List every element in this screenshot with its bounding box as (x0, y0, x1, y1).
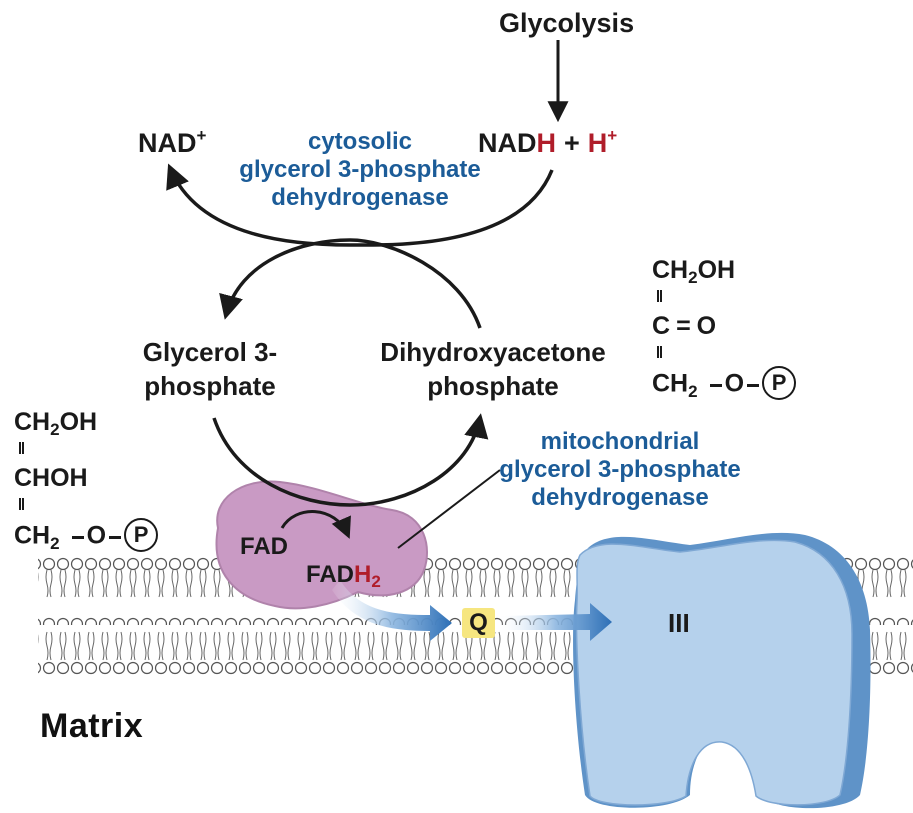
g3p-r3sub: 2 (50, 533, 60, 553)
mito-enzyme-shape (215, 480, 428, 610)
ubiquinone-label: Q (462, 608, 495, 638)
cytosolic-arc (166, 163, 554, 247)
fad-reduction-arc (280, 510, 351, 539)
dhap-bond2 (657, 346, 662, 358)
dhap-r3a: CH (652, 369, 689, 398)
dhap-bond4 (747, 383, 760, 387)
dhap-row2: C = O (652, 312, 716, 341)
nadh-hydrogen: H (536, 128, 557, 158)
nad-charge: + (196, 126, 207, 145)
phosphate-icon: P (124, 518, 159, 552)
dhap-bond1 (657, 290, 662, 302)
dhap-row1: CH2OH (652, 256, 736, 287)
phosphate-icon: P (762, 366, 797, 400)
electron-arrow-2 (500, 603, 612, 641)
g3p-row1: CH2OH (14, 408, 98, 439)
dhap-r1b: OH (697, 256, 736, 284)
nad-text: NAD (138, 128, 197, 158)
g3p-r1b: OH (59, 408, 98, 436)
g3p-line2: phosphate (144, 371, 276, 401)
cytosolic-enzyme-line3: dehydrogenase (271, 184, 449, 211)
cytosolic-enzyme-label: cytosolic glycerol 3-phosphate dehydroge… (220, 128, 500, 212)
g3p-to-dhap-arc (212, 413, 489, 507)
dhap-r2a: C (652, 312, 671, 340)
dhap-row3: CH2 O P (652, 366, 797, 402)
dhap-line2: phosphate (427, 371, 559, 401)
mito-enzyme-label: mitochondrial glycerol 3-phosphate dehyd… (470, 428, 770, 512)
glycerol-3-phosphate-label: Glycerol 3- phosphate (110, 335, 310, 403)
electron-arrow-1 (332, 580, 452, 641)
g3p-r3o: O (86, 521, 107, 550)
fadh2-base: FAD (306, 561, 354, 588)
fadh2-label: FADH2 (306, 561, 381, 591)
fadh2-hydrogen: H (354, 561, 372, 588)
plus-sign: + (564, 128, 580, 158)
dhap-bond3 (709, 383, 722, 387)
mito-enzyme-line2: glycerol 3-phosphate (499, 456, 741, 483)
g3p-line1: Glycerol 3- (142, 337, 278, 367)
g3p-bond3 (71, 535, 84, 539)
dhap-r2b: O (696, 312, 717, 340)
g3p-r1a: CH (14, 408, 51, 436)
dhap-to-g3p-arc (219, 238, 482, 329)
complex-iii-shape (573, 532, 871, 809)
nadh-label: NADH + H+ (478, 126, 618, 159)
nad-plus-label: NAD+ (138, 126, 207, 159)
glycolysis-label: Glycolysis (499, 8, 635, 38)
fadh2-subscript: 2 (371, 572, 381, 591)
nadh-base: NAD (478, 128, 537, 158)
dhap-r3sub: 2 (688, 381, 698, 401)
g3p-row2: CHOH (14, 464, 88, 492)
complex-iii-label: III (668, 608, 690, 638)
dhap-r2eq: = (676, 312, 691, 340)
mito-enzyme-line3: dehydrogenase (531, 484, 709, 511)
proton-charge: + (607, 126, 618, 145)
matrix-label: Matrix (40, 707, 144, 745)
fad-label: FAD (240, 533, 288, 560)
mito-enzyme-pointer (397, 469, 501, 549)
g3p-bond4 (109, 535, 122, 539)
dhap-r1a: CH (652, 256, 689, 284)
g3p-r1sub: 2 (50, 420, 60, 439)
dhap-line1: Dihydroxyacetone (380, 337, 606, 367)
dhap-label: Dihydroxyacetone phosphate (348, 335, 638, 403)
dhap-r3o: O (724, 369, 745, 398)
g3p-bond2 (19, 498, 24, 510)
g3p-r3a: CH (14, 521, 51, 550)
mito-enzyme-line1: mitochondrial (540, 428, 700, 455)
g3p-row3: CH2 O P (14, 518, 159, 554)
dhap-r1sub: 2 (688, 268, 698, 287)
cytosolic-enzyme-line2: glycerol 3-phosphate (239, 156, 481, 183)
proton: H (587, 128, 608, 158)
g3p-bond1 (19, 442, 24, 454)
cytosolic-enzyme-line1: cytosolic (307, 128, 413, 155)
